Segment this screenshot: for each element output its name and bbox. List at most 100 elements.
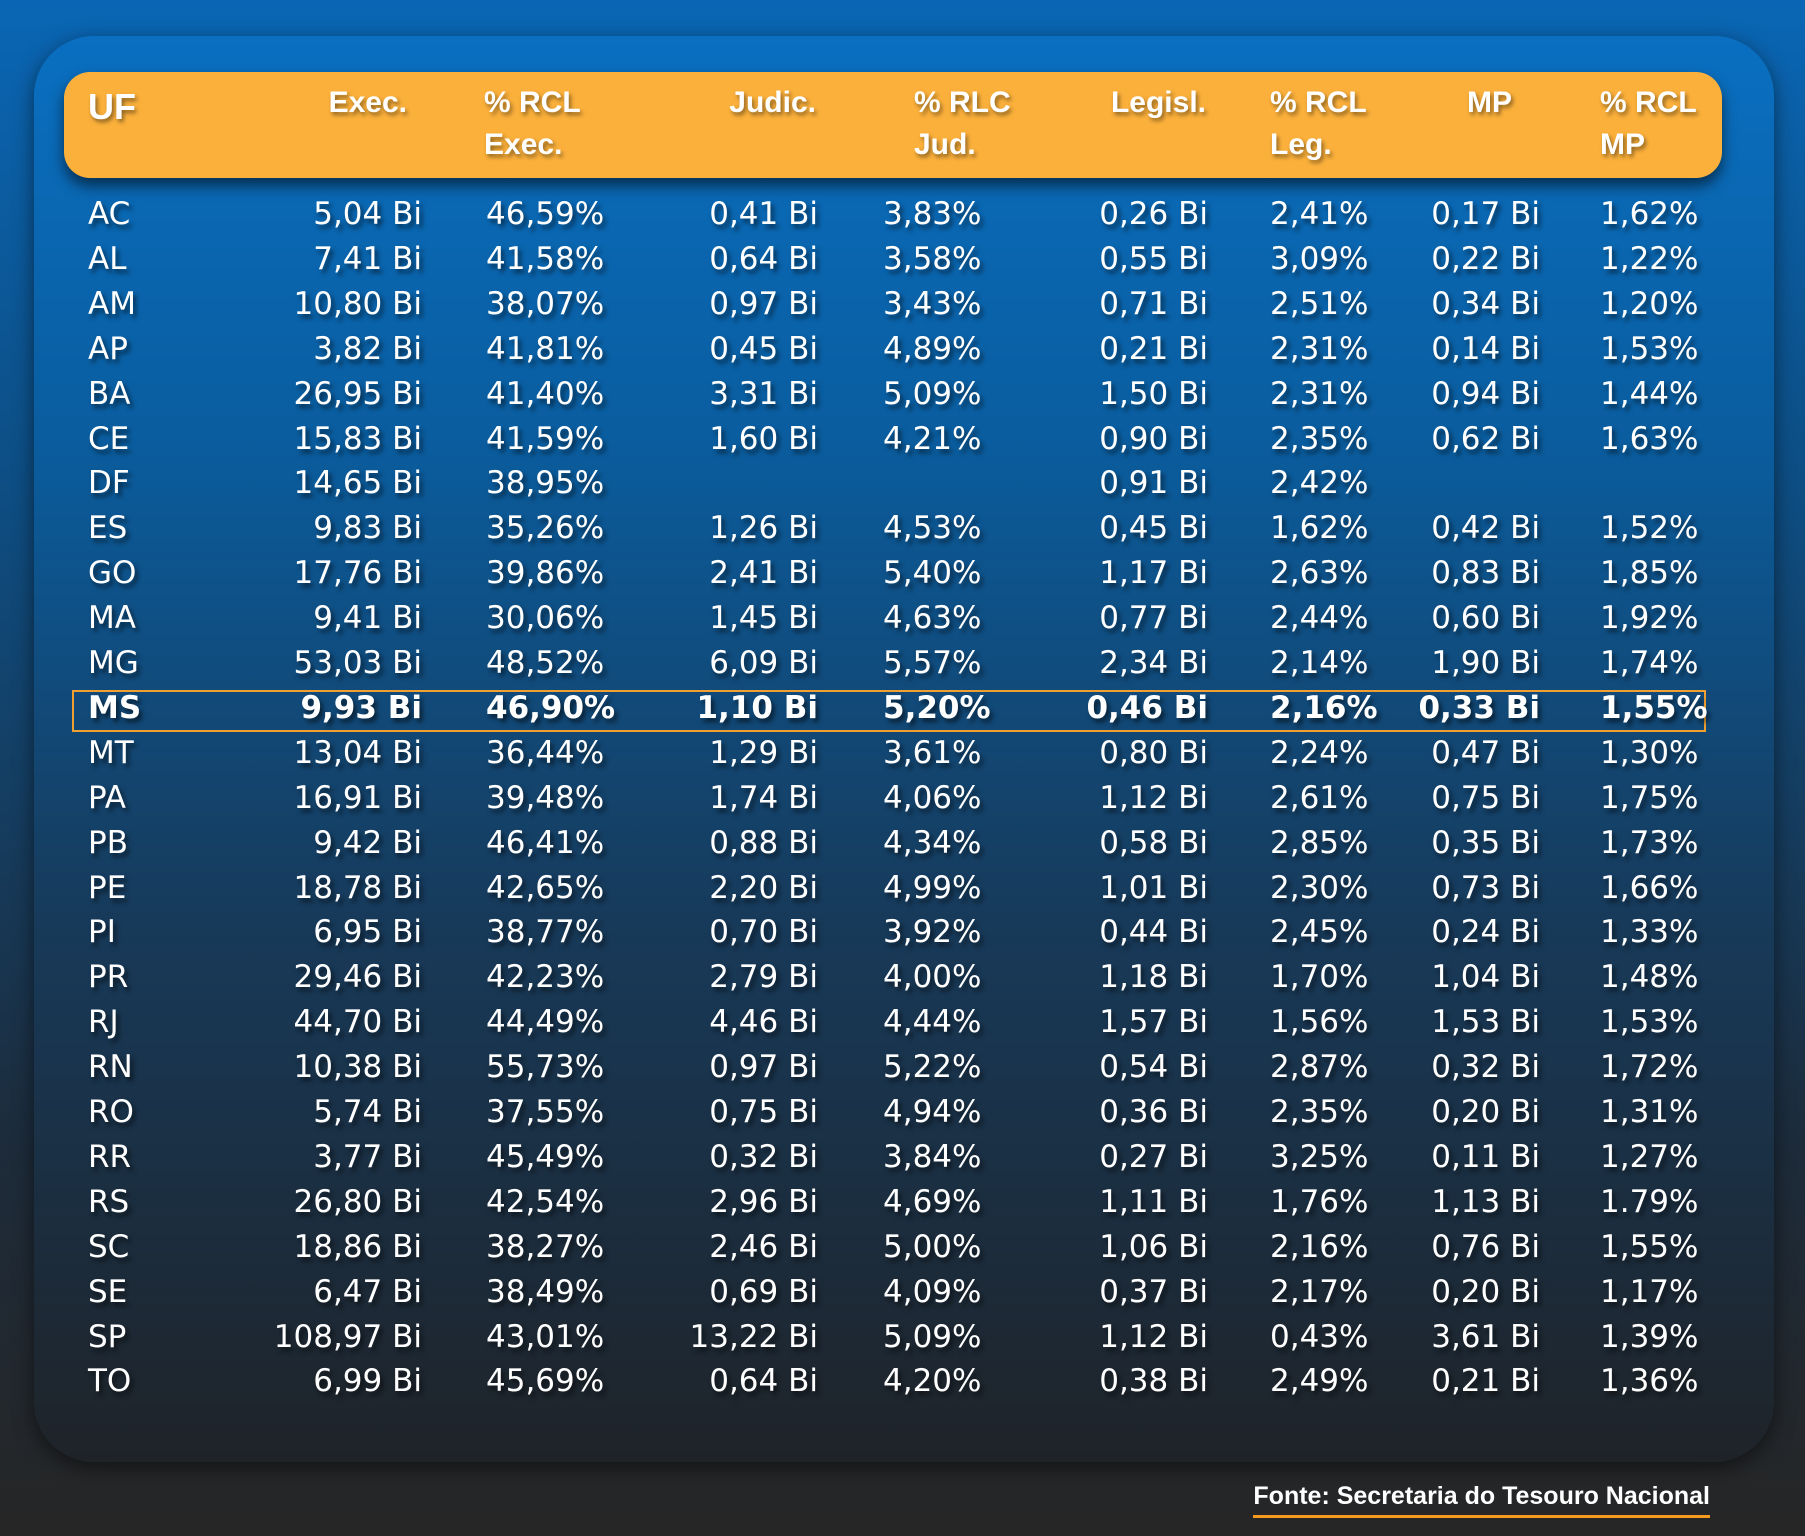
cell-legisl: 0,44 Bi (1099, 914, 1208, 951)
header-pct-exec: % RCL Exec. (484, 82, 581, 166)
cell-judic: 1,45 Bi (709, 600, 818, 637)
header-judic: Judic. (729, 82, 816, 124)
cell-exec: 14,65 Bi (293, 465, 422, 502)
cell-pct-jud: 5,20% (883, 689, 991, 726)
cell-mp: 1,90 Bi (1431, 645, 1540, 681)
cell-exec: 6,47 Bi (313, 1273, 422, 1310)
cell-pct-jud: 3,43% (883, 285, 982, 322)
cell-exec: 10,38 Bi (293, 1049, 422, 1086)
cell-pct-exec: 39,48% (486, 779, 605, 816)
header-line: Exec. (328, 86, 407, 119)
cell-pct-exec: 38,07% (486, 285, 605, 322)
cell-pct-leg: 3,09% (1270, 240, 1369, 277)
cell-judic: 2,46 Bi (709, 1228, 818, 1265)
table-row: PI 6,95 Bi 38,77% 0,70 Bi 3,92% 0,44 Bi 2,45% 0… (0, 910, 1805, 954)
cell-exec: 9,83 Bi (313, 510, 422, 547)
cell-pct-jud: 4,99% (883, 869, 982, 906)
cell-legisl: 1,12 Bi (1099, 1318, 1208, 1355)
cell-judic: 0,88 Bi (709, 824, 818, 861)
cell-legisl: 0,77 Bi (1099, 600, 1208, 637)
cell-legisl: 0,58 Bi (1099, 824, 1208, 861)
cell-pct-jud: 3,61% (883, 734, 982, 771)
cell-legisl: 1,01 Bi (1099, 869, 1208, 906)
table-row: RR 3,77 Bi 45,49% 0,32 Bi 3,84% 0,27 Bi 3,25% 0… (0, 1135, 1805, 1179)
cell-legisl: 0,90 Bi (1099, 420, 1208, 457)
cell-pct-mp: 1,22% (1600, 240, 1699, 277)
cell-legisl: 0,55 Bi (1099, 240, 1208, 277)
cell-pct-exec: 38,77% (486, 914, 605, 951)
table-header (64, 72, 1722, 178)
cell-uf: RJ (88, 1004, 119, 1041)
cell-pct-exec: 42,54% (486, 1183, 605, 1220)
cell-pct-exec: 43,01% (486, 1318, 605, 1355)
cell-mp: 0,32 Bi (1431, 1049, 1540, 1086)
cell-pct-jud: 4,89% (883, 330, 982, 367)
cell-pct-exec: 42,23% (486, 959, 605, 996)
cell-legisl: 2,34 Bi (1099, 645, 1208, 681)
cell-exec: 9,41 Bi (313, 600, 422, 637)
table-row: MS 9,93 Bi 46,90% 1,10 Bi 5,20% 0,46 Bi 2,16% 0… (0, 686, 1805, 730)
cell-pct-leg: 2,31% (1270, 330, 1369, 367)
cell-uf: RR (88, 1138, 132, 1175)
cell-judic: 1,29 Bi (709, 734, 818, 771)
cell-pct-leg: 2,45% (1270, 914, 1369, 951)
cell-pct-mp: 1,33% (1600, 914, 1699, 951)
cell-uf: RS (88, 1183, 130, 1220)
cell-pct-exec: 42,65% (486, 869, 605, 906)
cell-legisl: 0,38 Bi (1099, 1363, 1208, 1400)
cell-judic: 0,70 Bi (709, 914, 818, 951)
cell-pct-leg: 1,70% (1270, 959, 1369, 996)
cell-uf: RO (88, 1094, 134, 1130)
cell-pct-jud: 5,09% (883, 1318, 982, 1355)
table-row: MG 53,03 Bi 48,52% 6,09 Bi 5,57% 2,34 Bi 2,14%… (0, 641, 1805, 685)
cell-pct-leg: 1,76% (1270, 1183, 1369, 1220)
cell-exec: 7,41 Bi (313, 240, 422, 277)
cell-pct-jud: 5,09% (883, 375, 982, 412)
table-row: RS 26,80 Bi 42,54% 2,96 Bi 4,69% 1,11 Bi 1,76%… (0, 1180, 1805, 1224)
cell-exec: 10,80 Bi (293, 285, 422, 322)
cell-mp: 0,11 Bi (1431, 1138, 1540, 1175)
cell-pct-mp: 1,27% (1600, 1138, 1699, 1175)
cell-uf: MS (88, 689, 142, 726)
table-row: AM 10,80 Bi 38,07% 0,97 Bi 3,43% 0,71 Bi 2,51%… (0, 282, 1805, 326)
cell-uf: SP (88, 1318, 127, 1355)
cell-uf: AC (88, 196, 131, 232)
cell-uf: AL (88, 240, 127, 277)
cell-uf: RN (88, 1049, 133, 1086)
cell-judic: 13,22 Bi (689, 1318, 818, 1355)
cell-mp: 0,76 Bi (1431, 1228, 1540, 1265)
cell-pct-leg: 2,30% (1270, 869, 1369, 906)
cell-pct-mp: 1,55% (1600, 1228, 1699, 1265)
cell-exec: 53,03 Bi (293, 645, 422, 681)
cell-mp: 0,22 Bi (1431, 240, 1540, 277)
cell-pct-exec: 35,26% (486, 510, 605, 547)
cell-legisl: 0,91 Bi (1099, 465, 1208, 502)
cell-exec: 16,91 Bi (293, 779, 422, 816)
cell-exec: 9,93 Bi (300, 689, 422, 726)
cell-mp: 0,83 Bi (1431, 555, 1540, 592)
cell-legisl: 1,18 Bi (1099, 959, 1208, 996)
cell-uf: AP (88, 330, 128, 367)
cell-pct-jud: 5,22% (883, 1049, 982, 1086)
cell-mp: 0,24 Bi (1431, 914, 1540, 951)
cell-mp: 0,17 Bi (1431, 196, 1540, 232)
cell-mp: 0,33 Bi (1418, 689, 1540, 726)
cell-uf: PA (88, 779, 126, 816)
cell-pct-exec: 41,40% (486, 375, 605, 412)
header-pct-jud: % RLC Jud. (914, 82, 1011, 166)
cell-mp: 0,34 Bi (1431, 285, 1540, 322)
cell-legisl: 0,26 Bi (1099, 196, 1208, 232)
cell-pct-leg: 2,16% (1270, 689, 1378, 726)
cell-pct-exec: 36,44% (486, 734, 605, 771)
header-line: UF (88, 86, 136, 127)
cell-legisl: 0,36 Bi (1099, 1094, 1208, 1130)
cell-uf: AM (88, 285, 136, 322)
cell-uf: GO (88, 555, 137, 592)
cell-pct-exec: 48,52% (486, 645, 605, 681)
cell-judic: 1,26 Bi (709, 510, 818, 547)
cell-pct-exec: 41,59% (486, 420, 605, 457)
header-mp: MP (1467, 82, 1512, 124)
cell-pct-exec: 45,49% (486, 1138, 605, 1175)
cell-pct-leg: 1,56% (1270, 1004, 1369, 1041)
cell-legisl: 0,46 Bi (1086, 689, 1208, 726)
